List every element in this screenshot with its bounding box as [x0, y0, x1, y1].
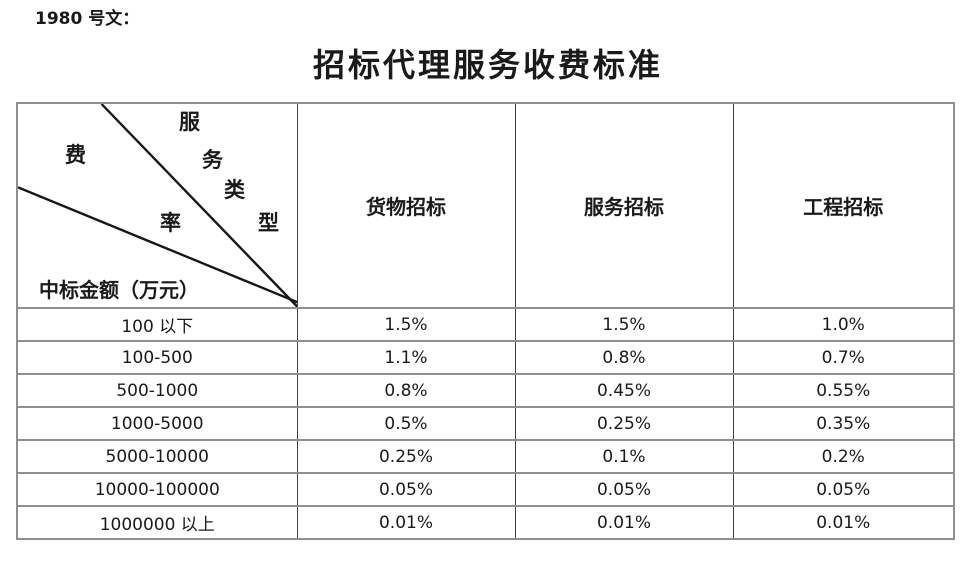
corner-diag-label-char: 类 [224, 177, 245, 202]
doc-reference: 1980 号文： [35, 9, 140, 29]
fee-value: 0.7% [732, 340, 955, 375]
fee-value: 1.5% [514, 307, 734, 342]
corner-diag-label-char: 型 [258, 210, 279, 235]
column-header-engineering: 工程招标 [732, 102, 955, 309]
fee-value: 0.25% [514, 406, 734, 441]
row-axis-label: 中标金额（万元） [39, 278, 199, 302]
table-row: 10000-100000 0.05% 0.05% 0.05% [16, 472, 955, 507]
fee-value: 0.2% [732, 439, 955, 474]
table-row: 100 以下 1.5% 1.5% 1.0% [16, 307, 955, 342]
fee-value: 1.5% [296, 307, 516, 342]
row-label: 1000-5000 [16, 406, 298, 441]
table-row: 5000-10000 0.25% 0.1% 0.2% [16, 439, 955, 474]
column-header-goods: 货物招标 [296, 102, 516, 309]
table-row: 100-500 1.1% 0.8% 0.7% [16, 340, 955, 375]
page-title: 招标代理服务收费标准 [312, 46, 663, 84]
row-label: 100-500 [16, 340, 298, 375]
row-label: 100 以下 [16, 307, 298, 342]
fee-value: 0.5% [296, 406, 516, 441]
fee-value: 1.0% [732, 307, 955, 342]
diagonal-divider-lines [18, 105, 296, 306]
table-row: 1000-5000 0.5% 0.25% 0.35% [16, 406, 955, 441]
fee-value: 0.1% [514, 439, 734, 474]
row-label: 5000-10000 [16, 439, 298, 474]
row-label: 1000000 以上 [16, 505, 298, 540]
table-row: 1000000 以上 0.01% 0.01% 0.01% [16, 505, 955, 540]
fee-rate-table: 服 务 类 型 费 率 中标金额（万元） 货物招标 服务招标 工程招标 100 … [16, 102, 955, 540]
fee-value: 0.05% [732, 472, 955, 507]
corner-diag-label-char: 务 [202, 147, 223, 172]
table-header-row: 服 务 类 型 费 率 中标金额（万元） 货物招标 服务招标 工程招标 [16, 102, 955, 309]
row-label: 500-1000 [16, 373, 298, 408]
fee-value: 0.05% [296, 472, 516, 507]
fee-value: 0.8% [514, 340, 734, 375]
column-header-services: 服务招标 [514, 102, 734, 309]
table-corner-cell: 服 务 类 型 费 率 中标金额（万元） [16, 102, 298, 309]
row-label: 10000-100000 [16, 472, 298, 507]
fee-value: 1.1% [296, 340, 516, 375]
fee-value: 0.55% [732, 373, 955, 408]
corner-diag-label-char: 服 [179, 109, 200, 134]
fee-value: 0.01% [732, 505, 955, 540]
fee-value: 0.05% [514, 472, 734, 507]
fee-value: 0.01% [514, 505, 734, 540]
fee-value: 0.25% [296, 439, 516, 474]
corner-fee-label-char: 率 [160, 210, 181, 235]
fee-value: 0.45% [514, 373, 734, 408]
fee-value: 0.01% [296, 505, 516, 540]
fee-value: 0.8% [296, 373, 516, 408]
table-row: 500-1000 0.8% 0.45% 0.55% [16, 373, 955, 408]
corner-fee-label-char: 费 [65, 142, 86, 167]
fee-value: 0.35% [732, 406, 955, 441]
